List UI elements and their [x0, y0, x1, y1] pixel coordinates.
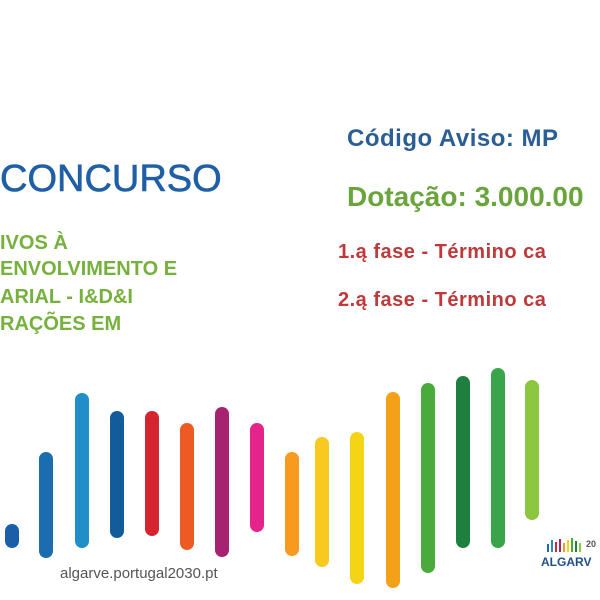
- description-line: IVOS À: [0, 232, 68, 254]
- headline: CONCURSO: [0, 158, 222, 200]
- description-line: ARIAL - I&D&I: [0, 286, 133, 308]
- notice-code: Código Aviso: MP: [347, 125, 559, 152]
- website: algarve.portugal2030.pt: [60, 565, 218, 582]
- logo-bars: [547, 538, 581, 552]
- description-line: ENVOLVIMENTO E: [0, 258, 178, 280]
- logo-region: ALGARV: [541, 555, 592, 569]
- phase: 1.ą fase - Término ca: [338, 241, 547, 263]
- logo-year: 20: [586, 539, 597, 549]
- phase: 2.ą fase - Término ca: [338, 289, 547, 311]
- description-line: RAÇÕES EM: [0, 313, 122, 335]
- funding: Dotação: 3.000.00: [347, 181, 584, 212]
